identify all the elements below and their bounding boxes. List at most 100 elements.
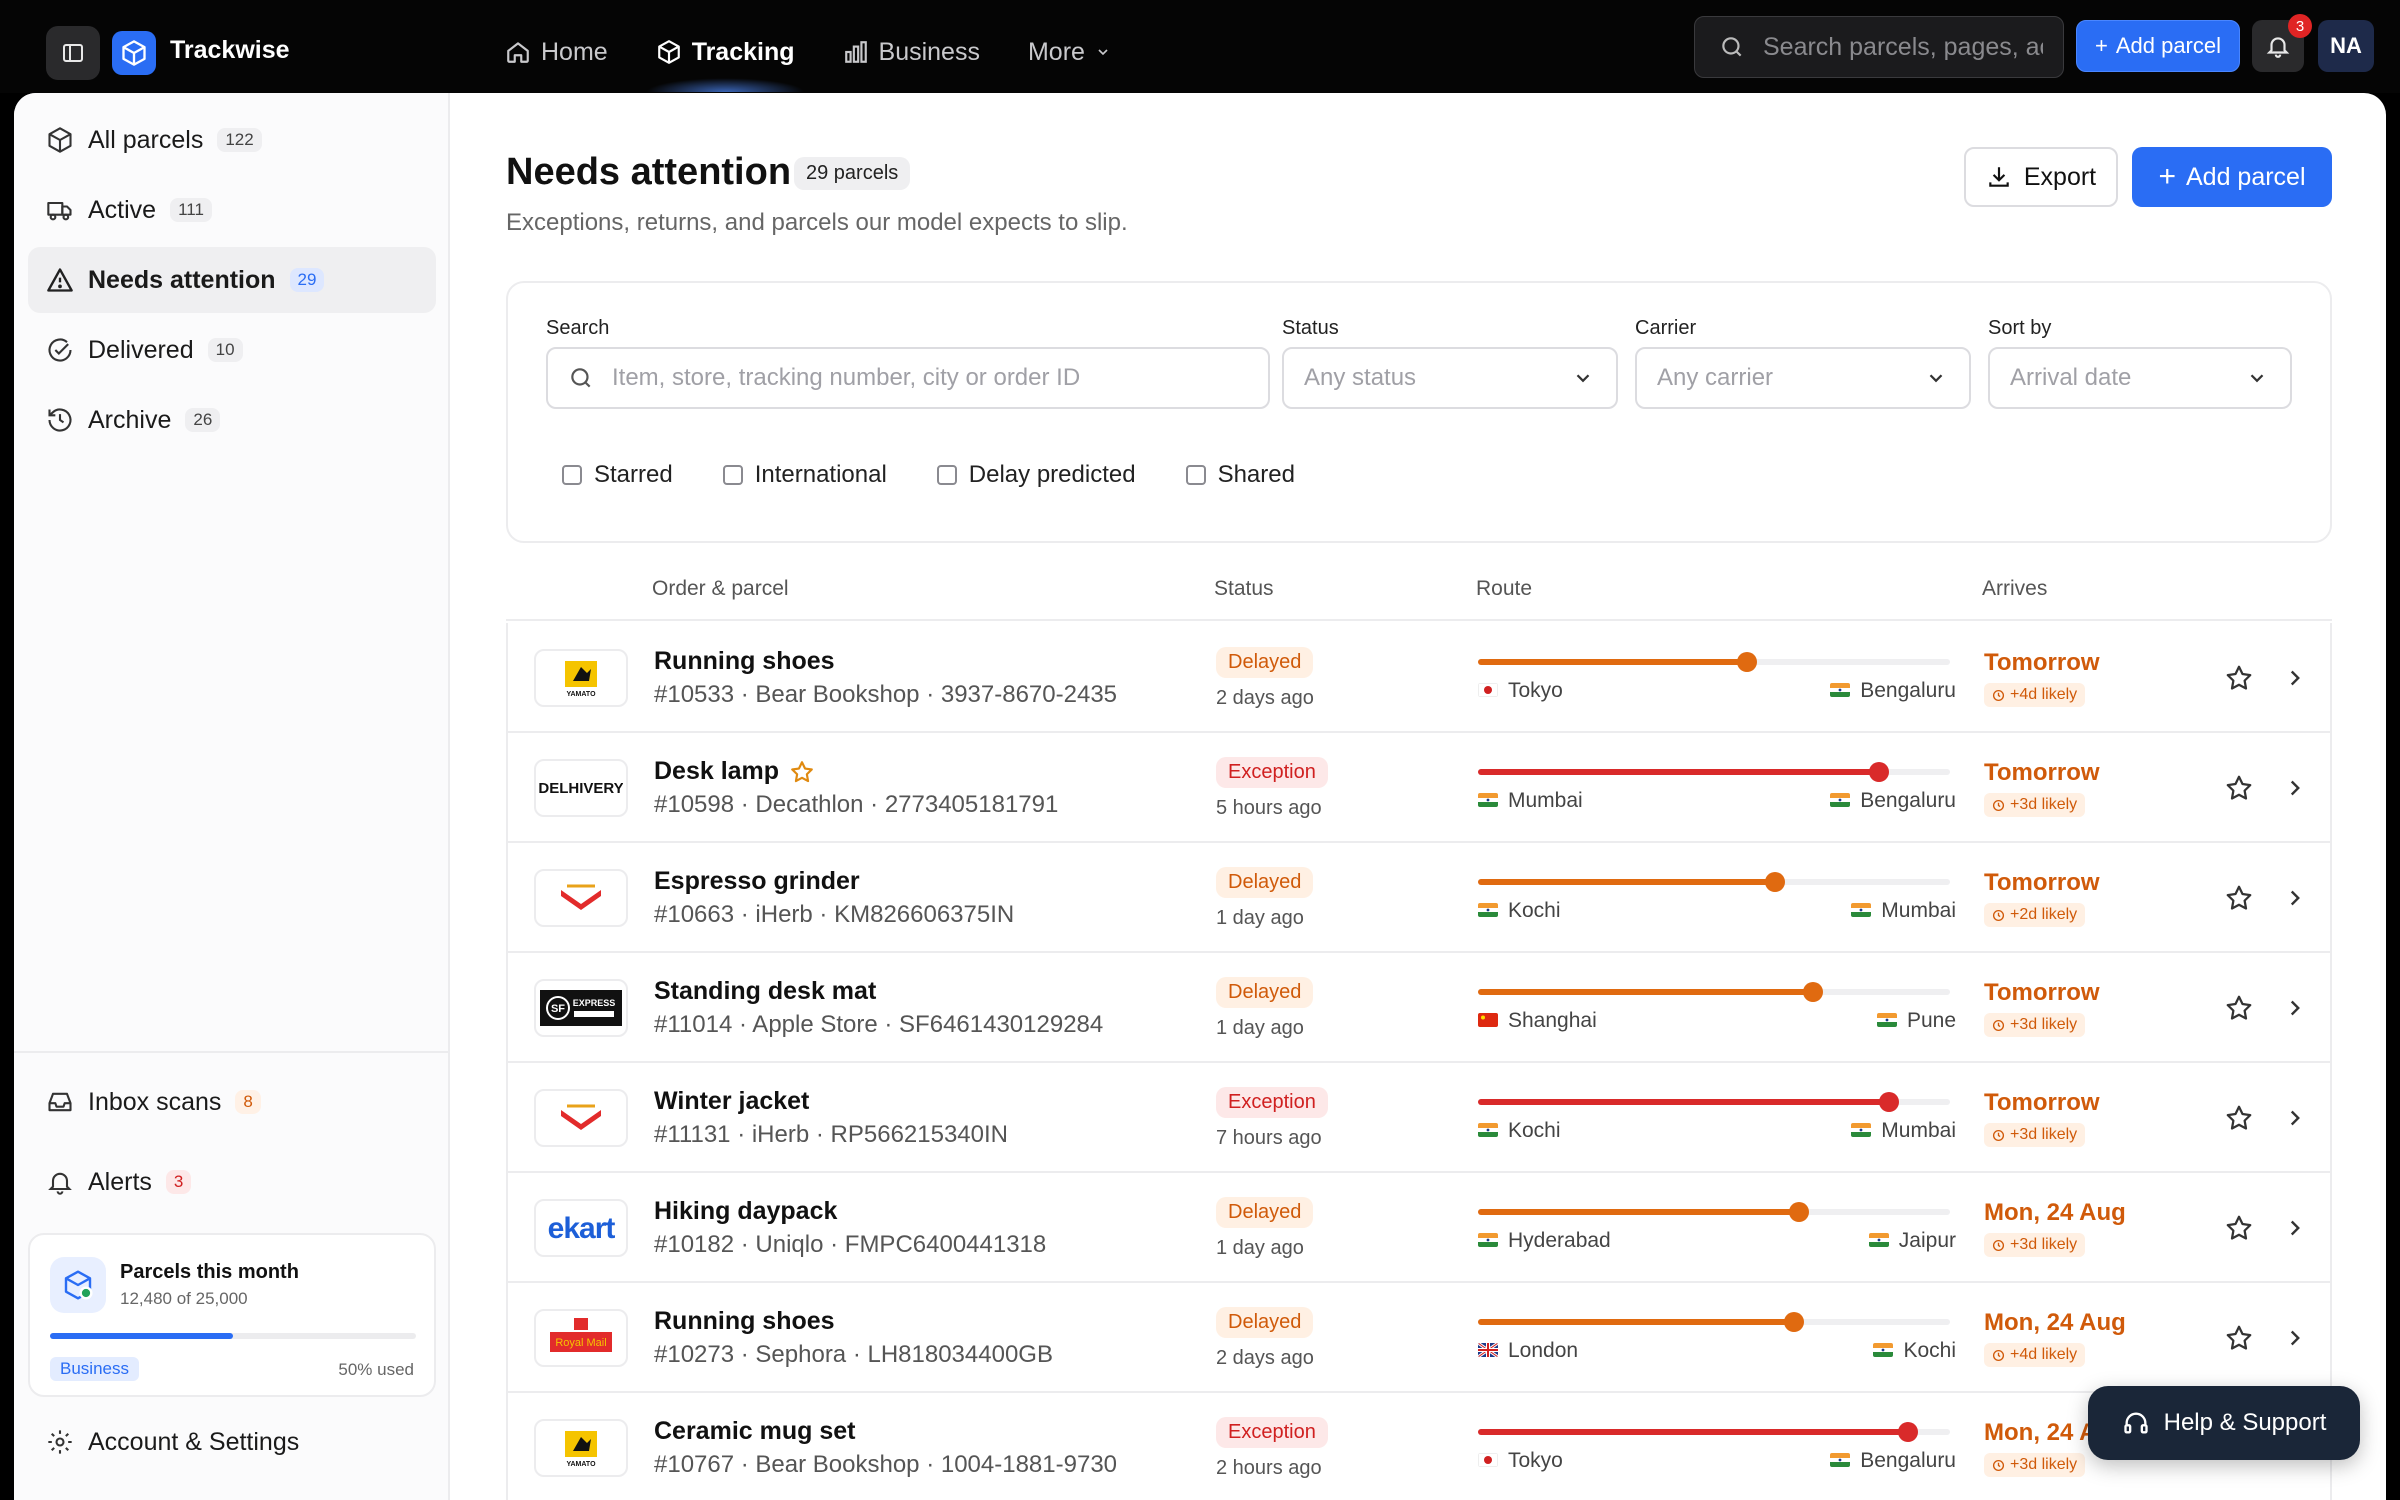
filter-search[interactable] — [546, 347, 1270, 409]
checkbox-label: Shared — [1217, 461, 1295, 488]
route-origin-city: London — [1508, 1339, 1579, 1362]
status-badge: Delayed — [1216, 647, 1314, 678]
global-search-input[interactable] — [1763, 32, 2043, 62]
export-button[interactable]: Export — [1964, 147, 2118, 207]
table-row[interactable]: Royal Mail Running shoes #10273 · Sephor… — [508, 1283, 2330, 1393]
sidebar-item-account-settings[interactable]: Account & Settings — [28, 1409, 436, 1475]
route-progress-bar — [1478, 1202, 1950, 1222]
notifications-button[interactable]: 3 — [2252, 14, 2312, 72]
sidebar-divider — [14, 1051, 450, 1053]
status-time: 2 days ago — [1216, 1347, 1314, 1369]
route-destination: Mumbai — [1851, 899, 1956, 923]
carrier-select[interactable]: Any carrier — [1635, 347, 1971, 409]
table-row[interactable]: Winter jacket #11131 · iHerb · RP5662153… — [508, 1063, 2330, 1173]
column-header-route[interactable]: Route — [1476, 577, 1533, 600]
checkbox-starred[interactable]: Starred — [562, 461, 673, 489]
table-row[interactable]: Espresso grinder #10663 · iHerb · KM8266… — [508, 843, 2330, 953]
flag-icon — [1478, 899, 1498, 923]
nav-home[interactable]: Home — [505, 30, 608, 74]
parcel-name: Winter jacket — [654, 1087, 809, 1116]
route-destination-city: Bengaluru — [1860, 1449, 1956, 1472]
delay-prediction-badge: +3d likely — [1984, 793, 2086, 817]
status-badge: Delayed — [1216, 977, 1314, 1008]
star-icon[interactable] — [2224, 1323, 2254, 1353]
carrier-label: Carrier — [1635, 317, 1697, 339]
delay-prediction-text: +3d likely — [2010, 1016, 2078, 1033]
nav-tracking[interactable]: Tracking — [645, 30, 805, 92]
nav-more[interactable]: More — [1028, 30, 1111, 74]
filter-search-input[interactable] — [612, 364, 1212, 392]
star-icon[interactable] — [2224, 773, 2254, 803]
route-origin-city: Tokyo — [1508, 1449, 1563, 1472]
route-destination: Bengaluru — [1830, 679, 1956, 703]
chevron-right-icon[interactable] — [2282, 995, 2308, 1021]
carrier-logo: YAMATO — [534, 1419, 628, 1477]
sidebar-item-count: 3 — [165, 1170, 192, 1194]
status-select-value: Any status — [1304, 364, 1417, 391]
star-icon[interactable] — [2224, 1213, 2254, 1243]
chevron-right-icon[interactable] — [2282, 1325, 2308, 1351]
svg-text:YAMATO: YAMATO — [566, 691, 596, 698]
nav-business[interactable]: Business — [843, 30, 980, 74]
column-header-order[interactable]: Order & parcel — [652, 577, 789, 600]
checkbox-box[interactable] — [562, 465, 582, 485]
star-icon[interactable] — [2224, 663, 2254, 693]
star-icon[interactable] — [2224, 883, 2254, 913]
checkbox-delay-predicted[interactable]: Delay predicted — [936, 461, 1136, 489]
checkbox-box[interactable] — [722, 465, 743, 485]
brand-logo[interactable] — [112, 31, 156, 75]
status-select[interactable]: Any status — [1282, 347, 1618, 409]
sidebar-item-all-parcels[interactable]: All parcels 122 — [28, 107, 436, 173]
carrier-logo: DELHIVERY — [534, 759, 628, 817]
column-header-status[interactable]: Status — [1214, 577, 1274, 600]
table-row[interactable]: DELHIVERY Desk lamp #10598 · Decathlon ·… — [508, 733, 2330, 843]
chevron-right-icon[interactable] — [2282, 1105, 2308, 1131]
arrival-date: Tomorrow — [1984, 1089, 2100, 1116]
parcel-name: Hiking daypack — [654, 1197, 837, 1226]
table-row[interactable]: ekart Hiking daypack #10182 · Uniqlo · F… — [508, 1173, 2330, 1283]
help-support-button[interactable]: Help & Support — [2088, 1386, 2360, 1460]
delay-prediction-text: +3d likely — [2010, 1126, 2078, 1143]
table-row[interactable]: YAMATO Running shoes #10533 · Bear Books… — [508, 623, 2330, 733]
sort-select[interactable]: Arrival date — [1988, 347, 2292, 409]
sidebar-item-alerts[interactable]: Alerts 3 — [28, 1149, 436, 1215]
table-row[interactable]: SF EXPRESS Standing desk mat #11014 · App… — [508, 953, 2330, 1063]
sidebar-toggle-button[interactable] — [46, 26, 100, 80]
chevron-right-icon[interactable] — [2282, 885, 2308, 911]
column-header-arrives[interactable]: Arrives — [1982, 577, 2048, 600]
delay-prediction-badge: +3d likely — [1984, 1013, 2086, 1037]
chevron-right-icon[interactable] — [2282, 665, 2308, 691]
add-parcel-top-button[interactable]: + Add parcel — [2076, 20, 2240, 72]
route-destination-city: Jaipur — [1898, 1229, 1956, 1252]
carrier-logo: YAMATO — [534, 649, 628, 707]
bell-icon — [2266, 37, 2290, 58]
search-icon — [571, 368, 591, 388]
avatar[interactable]: NA — [2318, 20, 2374, 72]
checkbox-shared[interactable]: Shared — [1185, 461, 1295, 489]
sidebar-item-active[interactable]: Active 111 — [28, 177, 436, 243]
sidebar-item-inbox-scans[interactable]: Inbox scans 8 — [28, 1069, 436, 1135]
star-icon[interactable] — [2224, 993, 2254, 1023]
table-row[interactable]: YAMATO Ceramic mug set #10767 · Bear Boo… — [508, 1393, 2330, 1500]
search-label: Search — [546, 317, 610, 339]
sidebar-item-archive[interactable]: Archive 26 — [28, 387, 436, 453]
clock-icon — [1992, 689, 2005, 701]
chevron-right-icon[interactable] — [2282, 775, 2308, 801]
flag-icon — [1478, 789, 1498, 813]
parcel-meta: #11131 · iHerb · RP566215340IN — [654, 1121, 1008, 1148]
checkbox-box[interactable] — [1185, 465, 1206, 485]
nav-more-label: More — [1027, 37, 1085, 66]
delay-prediction-badge: +4d likely — [1984, 683, 2086, 707]
route-progress-marker — [1765, 872, 1786, 892]
checkbox-international[interactable]: International — [722, 461, 887, 489]
checkbox-box[interactable] — [936, 465, 957, 485]
sidebar-item-delivered[interactable]: Delivered 10 — [28, 317, 436, 383]
carrier-logo: SF EXPRESS — [534, 979, 628, 1037]
chevron-right-icon[interactable] — [2282, 1215, 2308, 1241]
star-icon[interactable] — [2224, 1103, 2254, 1133]
global-search[interactable] — [1694, 16, 2064, 78]
add-parcel-button[interactable]: + Add parcel — [2132, 147, 2332, 207]
add-parcel-label: Add parcel — [2186, 162, 2306, 191]
status-time: 1 day ago — [1216, 1237, 1304, 1259]
sidebar-item-needs-attention[interactable]: Needs attention 29 — [28, 247, 436, 313]
